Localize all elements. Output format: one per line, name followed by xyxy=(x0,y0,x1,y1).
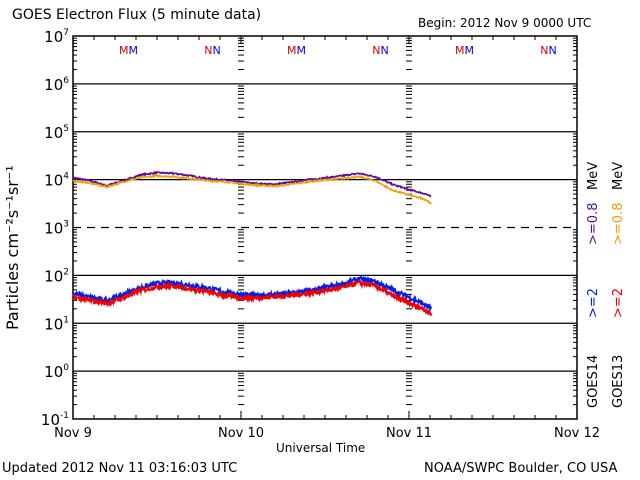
y-tick-exp: 6 xyxy=(63,76,69,86)
legend-goes14-low: >=2 xyxy=(586,287,601,318)
x-tick-label: Nov 11 xyxy=(386,426,432,441)
series-line-goes14-2-mev xyxy=(72,275,433,312)
event-marker-letter: N xyxy=(380,44,388,57)
y-tick-label: 104 xyxy=(44,172,69,190)
y-tick-base: 10 xyxy=(44,124,63,142)
legend-goes14-high: >=0.8 xyxy=(586,202,601,245)
event-marker-letter: N xyxy=(212,44,220,57)
legend-goes13-high: >=0.8 xyxy=(611,202,626,245)
x-tick-label: Nov 9 xyxy=(54,426,92,441)
legend-goes13-low: >=2 xyxy=(611,287,626,318)
y-tick-label: 10-1 xyxy=(41,411,69,429)
event-marker-m: MM xyxy=(455,44,474,57)
y-axis-label: Particles cm⁻²s⁻¹sr⁻¹ xyxy=(3,165,22,330)
y-tick-exp: 5 xyxy=(63,124,69,134)
event-marker-letter: M xyxy=(464,44,474,57)
x-axis-label: Universal Time xyxy=(276,441,366,455)
y-tick-label: 106 xyxy=(44,76,69,94)
event-marker-letter: N xyxy=(204,44,212,57)
event-marker-letter: M xyxy=(455,44,465,57)
series-line-goes13-0-8-mev xyxy=(72,174,432,205)
y-tick-base: 10 xyxy=(41,411,60,429)
event-marker-letter: M xyxy=(296,44,306,57)
y-tick-exp: 1 xyxy=(63,315,69,325)
y-tick-label: 105 xyxy=(44,124,69,142)
chart-title: GOES Electron Flux (5 minute data) xyxy=(12,7,262,23)
x-tick-label: Nov 12 xyxy=(554,426,600,441)
y-tick-exp: 2 xyxy=(63,267,69,277)
y-tick-base: 10 xyxy=(44,315,63,333)
y-tick-label: 101 xyxy=(44,315,69,333)
x-tick-label: Nov 10 xyxy=(218,426,264,441)
event-marker-letter: N xyxy=(548,44,556,57)
y-axis-label-text: Particles cm⁻²s⁻¹sr⁻¹ xyxy=(3,165,22,330)
y-tick-base: 10 xyxy=(44,172,63,190)
source-credit: NOAA/SWPC Boulder, CO USA xyxy=(424,461,618,476)
event-marker-n: NN xyxy=(204,44,220,57)
event-marker-m: MM xyxy=(119,44,138,57)
y-tick-base: 10 xyxy=(44,76,63,94)
y-tick-base: 10 xyxy=(44,267,63,285)
event-marker-n: NN xyxy=(372,44,388,57)
plot-frame xyxy=(72,35,578,420)
event-marker-m: MM xyxy=(287,44,306,57)
y-tick-label: 107 xyxy=(44,28,69,46)
event-marker-letter: M xyxy=(119,44,129,57)
legend-goes13-sat: GOES13 xyxy=(611,354,626,408)
y-tick-base: 10 xyxy=(44,363,63,381)
legend-goes14-sat: GOES14 xyxy=(586,354,601,408)
updated-time: Updated 2012 Nov 11 03:16:03 UTC xyxy=(2,461,238,476)
legend-goes13-unit: MeV xyxy=(611,161,626,190)
y-tick-exp: 4 xyxy=(63,172,69,182)
y-tick-exp: 0 xyxy=(63,363,69,373)
y-tick-base: 10 xyxy=(44,28,63,46)
y-tick-label: 100 xyxy=(44,363,69,381)
y-tick-label: 102 xyxy=(44,267,69,285)
event-marker-letter: M xyxy=(128,44,138,57)
begin-time: Begin: 2012 Nov 9 0000 UTC xyxy=(418,16,592,30)
event-marker-n: NN xyxy=(540,44,556,57)
event-marker-letter: N xyxy=(540,44,548,57)
legend-goes14-unit: MeV xyxy=(586,161,601,190)
y-tick-exp: 7 xyxy=(63,28,69,38)
event-marker-letter: M xyxy=(287,44,297,57)
y-tick-exp: 3 xyxy=(63,220,69,230)
y-tick-exp: -1 xyxy=(60,411,69,421)
series-line-goes13-2-mev xyxy=(72,279,433,317)
y-tick-base: 10 xyxy=(44,220,63,238)
event-marker-letter: N xyxy=(372,44,380,57)
y-tick-label: 103 xyxy=(44,220,69,238)
